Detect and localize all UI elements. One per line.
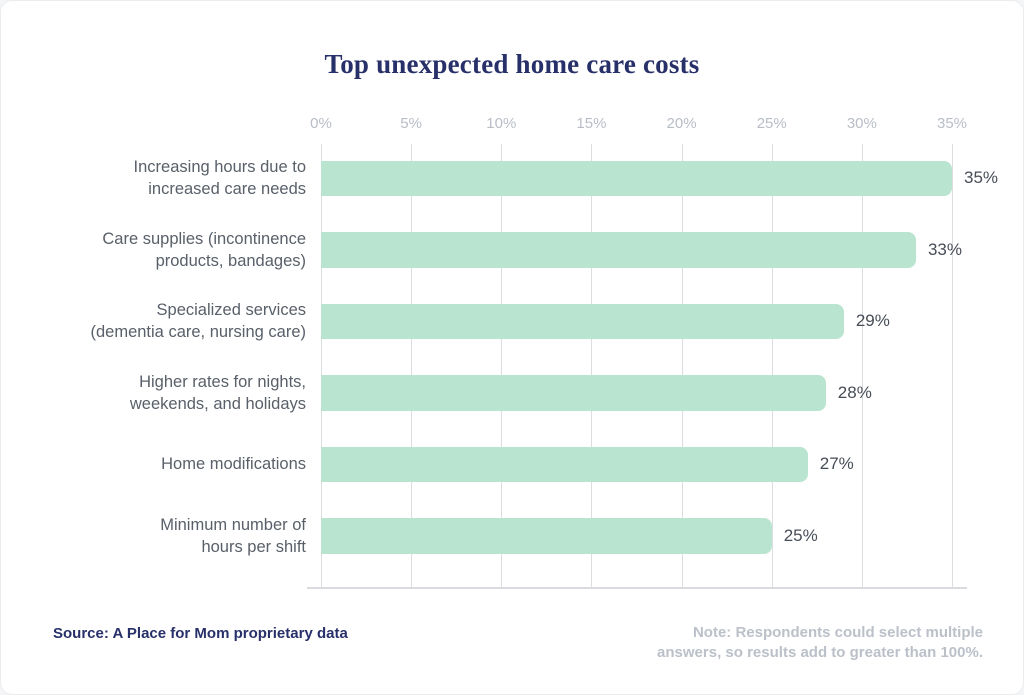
plot-area: 35% 33% 29% 28% 27% 25% — [307, 144, 998, 589]
gridline — [681, 144, 683, 589]
gridline — [501, 144, 503, 589]
value-label: 35% — [964, 168, 999, 188]
gridline — [771, 144, 773, 589]
x-axis-tick-label: 0% — [310, 115, 332, 132]
note-text: Note: Respondents could select multiple … — [657, 624, 983, 661]
x-axis-tick-label: 5% — [400, 115, 422, 132]
bar — [321, 375, 826, 411]
value-label: 28% — [837, 382, 872, 402]
x-axis: 0% 5% 10% 15% 20% 25% 30% 35% — [310, 115, 967, 135]
x-axis-tick-label: 35% — [936, 115, 968, 132]
gridline — [411, 144, 413, 589]
category-label: Increasing hours due to increased care n… — [133, 158, 306, 199]
value-label: 29% — [855, 311, 890, 331]
category-label: Higher rates for nights, weekends, and h… — [129, 372, 306, 413]
source-text: Source: A Place for Mom proprietary data — [53, 625, 348, 642]
value-label: 25% — [783, 525, 818, 545]
value-label: 33% — [927, 239, 962, 259]
x-axis-tick-label: 20% — [666, 115, 697, 132]
category-label: Home modifications — [161, 455, 306, 474]
gridline — [952, 144, 953, 589]
value-label: 27% — [819, 454, 854, 474]
bar — [321, 303, 844, 339]
axis-baseline — [307, 587, 967, 589]
bar — [321, 518, 772, 554]
category-label: Care supplies (incontinence products, ba… — [102, 229, 306, 270]
category-label: Specialized services (dementia care, nur… — [90, 301, 306, 342]
gridline — [321, 144, 322, 589]
category-labels: Increasing hours due to increased care n… — [41, 144, 306, 589]
gridline — [861, 144, 863, 589]
bar — [321, 446, 808, 482]
bar — [321, 160, 952, 196]
bar — [321, 232, 916, 268]
category-label: Minimum number of hours per shift — [160, 515, 306, 556]
chart-title: Top unexpected home care costs — [324, 49, 700, 79]
x-axis-tick-label: 30% — [846, 115, 877, 132]
x-axis-tick-label: 15% — [576, 115, 607, 132]
x-axis-tick-label: 25% — [756, 115, 787, 132]
gridline — [591, 144, 593, 589]
x-axis-tick-label: 10% — [486, 115, 517, 132]
